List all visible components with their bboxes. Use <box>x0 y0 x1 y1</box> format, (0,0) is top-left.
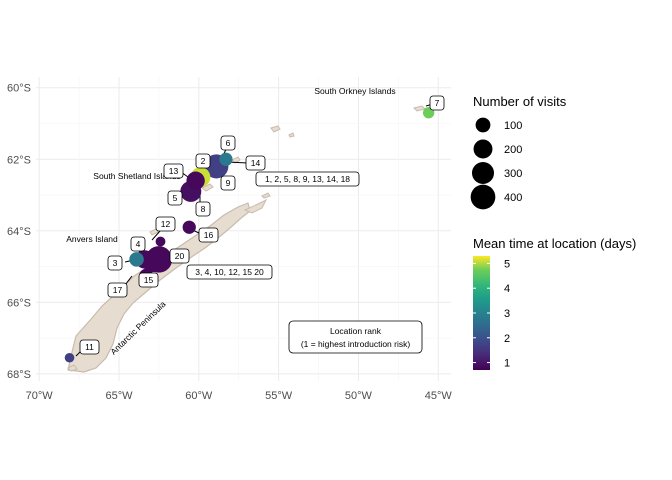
svg-text:14: 14 <box>251 158 261 168</box>
rank-label-2: 2 <box>195 153 211 169</box>
island-4 <box>270 125 281 133</box>
rank-label-group-2: 3, 4, 10, 12, 15 20 <box>186 264 273 280</box>
color-bar <box>473 256 490 370</box>
x-tick-label: 50°W <box>345 390 373 402</box>
size-legend-label: 100 <box>504 120 522 132</box>
svg-text:8: 8 <box>201 204 206 214</box>
rank-label-7: 7 <box>429 95 445 111</box>
rank-label: 3, 4, 10, 12, 15 20 <box>195 267 264 277</box>
size-legend-label: 300 <box>504 168 522 180</box>
color-legend-label: 5 <box>504 258 510 270</box>
color-legend-label: 1 <box>504 358 510 370</box>
size-legend-label: 400 <box>504 192 522 204</box>
rank-label: 1, 2, 5, 8, 9, 13, 14, 18 <box>265 174 350 184</box>
rank-label-17: 17 <box>107 282 128 298</box>
leader-lines <box>75 103 434 357</box>
rank-label-16: 16 <box>198 227 219 243</box>
rank-label-3: 3 <box>107 255 123 271</box>
island-10 <box>67 364 78 372</box>
y-tick-label: 64°S <box>7 226 31 238</box>
rank-label-9: 9 <box>220 175 236 191</box>
labels-layer: South Orkney Islands South Shetland Isla… <box>66 86 445 357</box>
peninsula-tip <box>243 198 268 214</box>
svg-text:3: 3 <box>113 258 118 268</box>
svg-text:7: 7 <box>435 98 440 108</box>
rank-label-14: 14 <box>245 155 266 171</box>
rank-label-5: 5 <box>167 190 183 206</box>
svg-text:6: 6 <box>226 138 231 148</box>
island-6 <box>261 192 271 199</box>
rank-label-group-1: 1, 2, 5, 8, 9, 13, 14, 18 <box>255 171 360 187</box>
panel: South Orkney Islands South Shetland Isla… <box>7 77 452 402</box>
color-legend-ticks: 1 2 3 4 5 <box>473 258 510 370</box>
data-point <box>129 252 144 267</box>
color-legend-label: 3 <box>504 308 510 320</box>
svg-text:20: 20 <box>175 251 185 261</box>
island-7 <box>149 228 159 236</box>
y-axis-ticks: 60°S 62°S 64°S 66°S 68°S <box>7 83 31 381</box>
color-legend-label: 4 <box>504 283 510 295</box>
rank-label-15: 15 <box>138 272 159 288</box>
svg-text:4: 4 <box>136 239 141 249</box>
place-name-south-orkney: South Orkney Islands <box>314 86 395 96</box>
data-point <box>182 220 196 234</box>
x-tick-label: 65°W <box>105 390 133 402</box>
data-points <box>64 107 435 363</box>
size-legend-label: 200 <box>504 144 522 156</box>
size-legend-dot <box>473 139 493 159</box>
x-tick-label: 60°W <box>185 390 213 402</box>
color-legend-title: Mean time at location (days) <box>473 236 636 251</box>
y-tick-label: 62°S <box>7 154 31 166</box>
size-legend-dot <box>471 161 495 185</box>
rank-label-11: 11 <box>79 339 100 355</box>
island-2 <box>201 183 214 192</box>
svg-text:9: 9 <box>226 178 231 188</box>
svg-text:13: 13 <box>169 166 179 176</box>
antarctic-peninsula-landmass <box>67 202 251 373</box>
svg-text:11: 11 <box>85 342 94 352</box>
x-tick-label: 55°W <box>265 390 293 402</box>
legend: Number of visits 100 200 300 400 Mean time … <box>470 94 636 370</box>
y-tick-label: 60°S <box>7 83 31 95</box>
x-tick-label: 45°W <box>425 390 453 402</box>
svg-text:5: 5 <box>173 193 178 203</box>
data-point <box>155 236 166 247</box>
island-5 <box>288 132 295 138</box>
rank-label-4: 4 <box>130 236 146 252</box>
svg-text:15: 15 <box>144 275 154 285</box>
location-rank-box: Location rank (1 = highest introduction … <box>288 320 423 354</box>
svg-text:16: 16 <box>204 230 214 240</box>
rank-label-12: 12 <box>155 216 176 232</box>
rank-label-6: 6 <box>220 135 236 151</box>
y-tick-label: 66°S <box>7 297 31 309</box>
location-rank-title: Location rank <box>330 326 382 336</box>
size-legend-dot <box>470 184 496 210</box>
rank-label-20: 20 <box>169 248 190 264</box>
island-8 <box>413 105 426 112</box>
rank-label-8: 8 <box>195 201 211 217</box>
svg-text:12: 12 <box>161 219 171 229</box>
size-legend-dot <box>475 117 491 133</box>
size-legend-title: Number of visits <box>473 94 567 109</box>
place-name-south-shetland: South Shetland Islands <box>93 171 180 181</box>
location-rank-subtitle: (1 = highest introduction risk) <box>301 339 411 349</box>
color-legend-label: 2 <box>504 333 510 345</box>
data-point <box>219 152 233 166</box>
x-tick-label: 70°W <box>26 390 54 402</box>
leader <box>151 230 161 241</box>
data-point <box>186 171 205 190</box>
svg-text:2: 2 <box>201 156 206 166</box>
svg-text:17: 17 <box>113 285 123 295</box>
y-tick-label: 68°S <box>7 369 31 381</box>
x-axis-ticks: 70°W 65°W 60°W 55°W 50°W 45°W <box>26 390 453 402</box>
data-point <box>64 352 75 363</box>
rank-label-13: 13 <box>163 163 184 179</box>
place-name-anvers: Anvers Island <box>66 234 118 244</box>
size-legend-items: 100 200 300 400 <box>470 117 522 210</box>
